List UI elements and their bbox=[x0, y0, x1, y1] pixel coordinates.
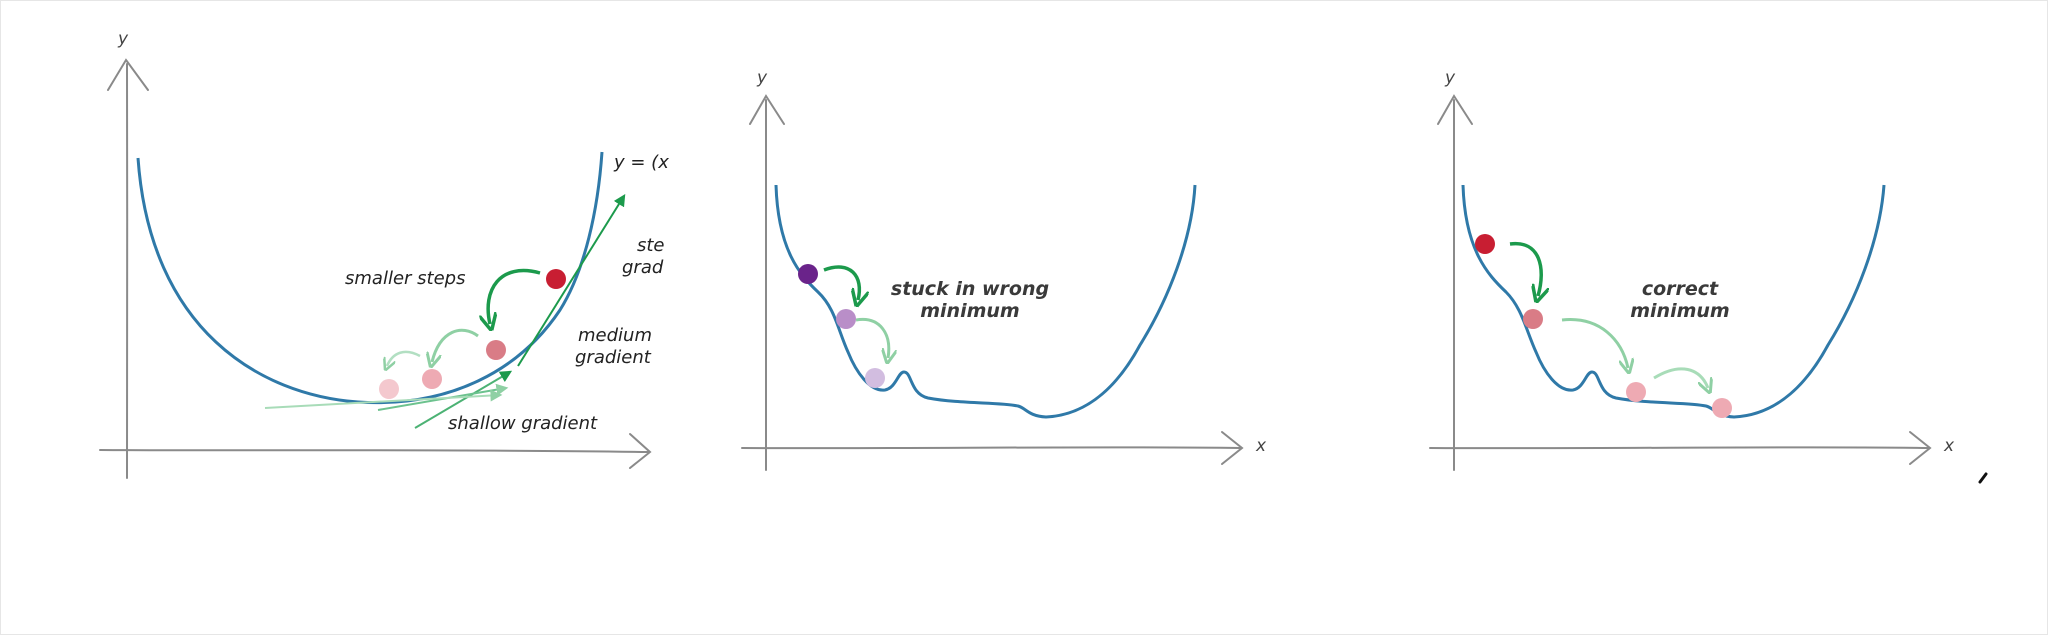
panel-3-ball-start bbox=[1475, 234, 1495, 254]
panel-3-y-axis-arrowhead bbox=[1437, 94, 1473, 125]
panel-1-equation: y = (x bbox=[613, 152, 669, 173]
panel-2-ball-step-2 bbox=[836, 309, 856, 329]
stuck-label-line1: stuck in wrong bbox=[891, 278, 1049, 300]
panel-3-ball-step-3 bbox=[1626, 382, 1646, 402]
medium-gradient-label-line1: medium bbox=[578, 325, 652, 346]
panel-2-axes bbox=[741, 94, 1244, 471]
correct-label-line2: minimum bbox=[1630, 300, 1729, 322]
panel-3-y-axis-label: y bbox=[1444, 68, 1456, 88]
small-step-arrow bbox=[387, 350, 421, 366]
panel-3-y-axis bbox=[1452, 99, 1456, 471]
shallow-gradient-label: shallow gradient bbox=[448, 413, 598, 434]
stray-pen-mark bbox=[1978, 472, 1988, 484]
ball-step-4 bbox=[379, 379, 399, 399]
panel-1-gradient-steps: y y = (x smaller steps ste grad medium g… bbox=[99, 29, 669, 479]
panel-2-x-axis bbox=[741, 446, 1241, 450]
panel-1-axes bbox=[99, 58, 652, 479]
panel-3-x-axis-arrowhead bbox=[1909, 431, 1932, 465]
panel-2-curve bbox=[774, 184, 1197, 419]
ball-step-2 bbox=[486, 340, 506, 360]
panel-3-axes bbox=[1429, 94, 1932, 471]
panel-3-x-axis bbox=[1429, 446, 1929, 450]
panel-3-step-arrow-1 bbox=[1509, 241, 1541, 296]
correct-label-line1: correct bbox=[1642, 278, 1719, 300]
ball-start bbox=[546, 269, 566, 289]
ball-step-3 bbox=[422, 369, 442, 389]
panel-1-y-axis bbox=[125, 63, 129, 479]
steep-gradient-label-line1: ste bbox=[637, 235, 665, 256]
large-step-arrow bbox=[488, 268, 541, 324]
panel-2-ball-start bbox=[798, 264, 818, 284]
panel-3-step-arrow-2 bbox=[1561, 318, 1628, 368]
panel-3-correct-minimum: y x correct minimum bbox=[1429, 68, 1955, 471]
stuck-label-line2: minimum bbox=[920, 300, 1019, 322]
panel-1-x-axis-arrowhead bbox=[629, 433, 652, 469]
panel-2-x-axis-arrowhead bbox=[1221, 431, 1244, 465]
steep-tangent-line bbox=[517, 193, 626, 367]
panel-3-x-axis-label: x bbox=[1943, 436, 1955, 456]
panel-2-x-axis-label: x bbox=[1255, 436, 1267, 456]
panel-2-step-arrow-2 bbox=[855, 317, 889, 358]
steep-gradient-label-line2: grad bbox=[622, 257, 664, 278]
medium-gradient-label-line2: gradient bbox=[575, 347, 652, 368]
panel-2-stuck-local-minimum: y x stuck in wrong minimum bbox=[741, 68, 1267, 471]
panel-2-y-axis-arrowhead bbox=[749, 94, 785, 125]
panel-1-y-axis-label: y bbox=[117, 29, 129, 49]
smaller-steps-label: smaller steps bbox=[345, 268, 465, 289]
panel-3-curve bbox=[1461, 184, 1886, 419]
panel-1-x-axis bbox=[99, 449, 649, 453]
medium-tangent-line bbox=[414, 370, 513, 429]
panel-3-step-arrow-3 bbox=[1653, 367, 1708, 388]
panel-2-y-axis-label: y bbox=[756, 68, 768, 88]
shallow-tangent-line bbox=[264, 389, 503, 409]
panel-2-y-axis bbox=[764, 99, 768, 471]
panel-3-ball-step-2 bbox=[1523, 309, 1543, 329]
panel-1-y-axis-arrowhead bbox=[107, 58, 149, 91]
medium-step-arrow bbox=[432, 328, 479, 362]
panel-1-curve bbox=[136, 151, 604, 405]
panel-3-ball-minimum bbox=[1712, 398, 1732, 418]
panel-2-step-arrow-1 bbox=[823, 265, 859, 300]
panel-2-ball-stuck bbox=[865, 368, 885, 388]
